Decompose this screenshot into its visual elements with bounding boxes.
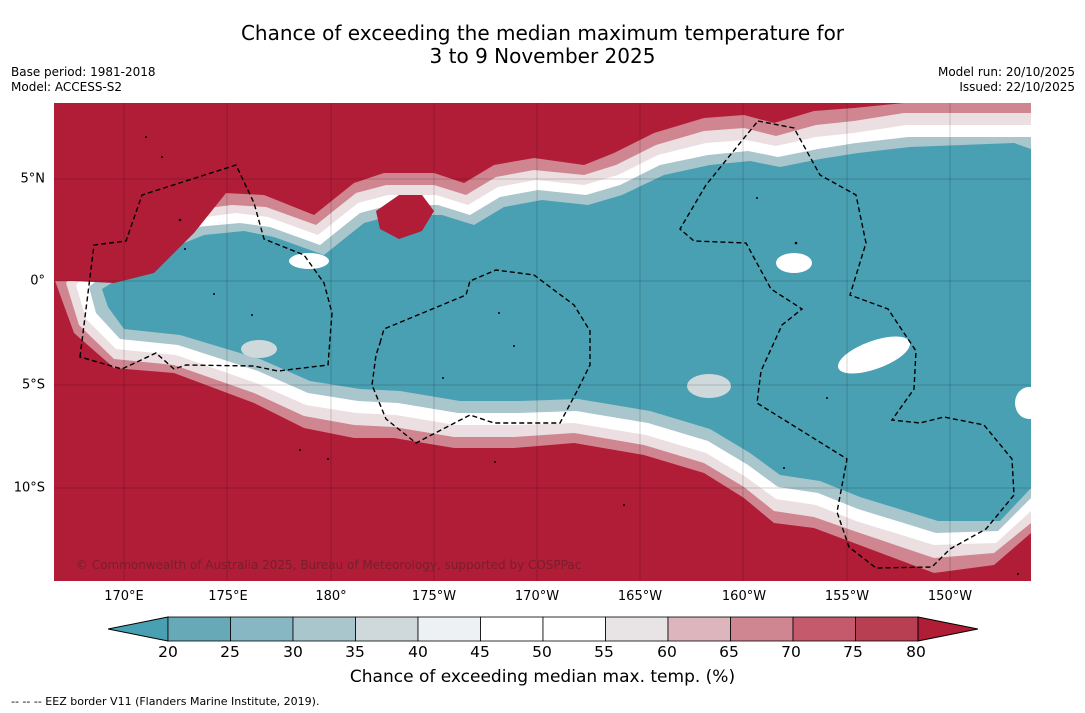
colorbar-tick-label: 80 <box>906 643 926 661</box>
colorbar-tick-label: 70 <box>781 643 801 661</box>
colorbar-tick-label: 60 <box>657 643 677 661</box>
colorbar-segment <box>167 616 231 642</box>
map-neutral-spot <box>1015 387 1031 419</box>
map-warm-patch-north <box>376 195 434 239</box>
colorbar-label: Chance of exceeding median max. temp. (%… <box>349 667 736 687</box>
model-text: Model: ACCESS-S2 <box>11 80 123 94</box>
lon-tick-label: 170°W <box>514 589 560 604</box>
colorbar-tick-label: 55 <box>594 643 614 661</box>
colorbar-segment <box>855 616 919 642</box>
chart-title-line-1: Chance of exceeding the median maximum t… <box>240 21 845 45</box>
map-neutral-spot <box>837 336 911 374</box>
colorbar-tick-label: 45 <box>470 643 490 661</box>
map-neutral-spot <box>687 374 731 398</box>
chart-title-line-2: 3 to 9 November 2025 <box>429 44 656 68</box>
eez-borders <box>79 120 1015 569</box>
colorbar-segment <box>730 616 794 642</box>
colorbar-segment <box>230 616 294 642</box>
colorbar-tick-label: 20 <box>158 643 178 661</box>
base-period-text: Base period: 1981-2018 <box>11 65 156 79</box>
colorbar-tick-label: 65 <box>719 643 739 661</box>
colorbar-tick-label: 50 <box>532 643 552 661</box>
colorbar-extend-high <box>917 616 978 642</box>
colorbar-tick-label: 40 <box>408 643 428 661</box>
eez-legend-text: -- -- -- EEZ border V11 (Flanders Marine… <box>11 695 320 708</box>
lon-tick-label: 170°E <box>104 589 144 604</box>
map-neutral-spot <box>289 253 329 269</box>
probability-map <box>54 103 1031 581</box>
issued-text: Issued: 22/10/2025 <box>959 80 1075 94</box>
lat-tick-label: 10°S <box>13 480 45 496</box>
colorbar-tick-label: 25 <box>220 643 240 661</box>
lat-tick-label: 0° <box>30 273 45 289</box>
lon-tick-label: 165°W <box>617 589 663 604</box>
map-neutral-spot <box>776 253 812 273</box>
lat-tick-label: 5°S <box>21 377 45 393</box>
lon-tick-label: 180° <box>315 589 347 604</box>
lon-tick-label: 175°E <box>208 589 248 604</box>
colorbar-tick-label: 35 <box>345 643 365 661</box>
colorbar-segment <box>480 616 544 642</box>
lat-tick-label: 5°N <box>20 171 46 187</box>
lon-tick-label: 150°W <box>927 589 973 604</box>
map-neutral-spot <box>241 340 277 358</box>
colorbar-segment <box>605 616 669 642</box>
island-dots <box>145 136 1019 575</box>
lon-tick-label: 175°W <box>411 589 457 604</box>
colorbar-segment <box>355 616 419 642</box>
map-warm-patch-northwest <box>54 103 284 283</box>
map-cool-band <box>102 143 1031 521</box>
colorbar-segment <box>667 616 731 642</box>
colorbar <box>108 616 978 642</box>
colorbar-tick-label: 75 <box>843 643 863 661</box>
lon-tick-label: 155°W <box>824 589 870 604</box>
colorbar-extend-low <box>108 616 169 642</box>
colorbar-tick-label: 30 <box>283 643 303 661</box>
colorbar-segment <box>292 616 356 642</box>
model-run-text: Model run: 20/10/2025 <box>937 65 1075 79</box>
colorbar-segment <box>417 616 481 642</box>
lon-tick-label: 160°W <box>721 589 767 604</box>
colorbar-segment <box>792 616 856 642</box>
colorbar-segment <box>542 616 606 642</box>
copyright-text: © Commonwealth of Australia 2025, Bureau… <box>76 558 582 572</box>
